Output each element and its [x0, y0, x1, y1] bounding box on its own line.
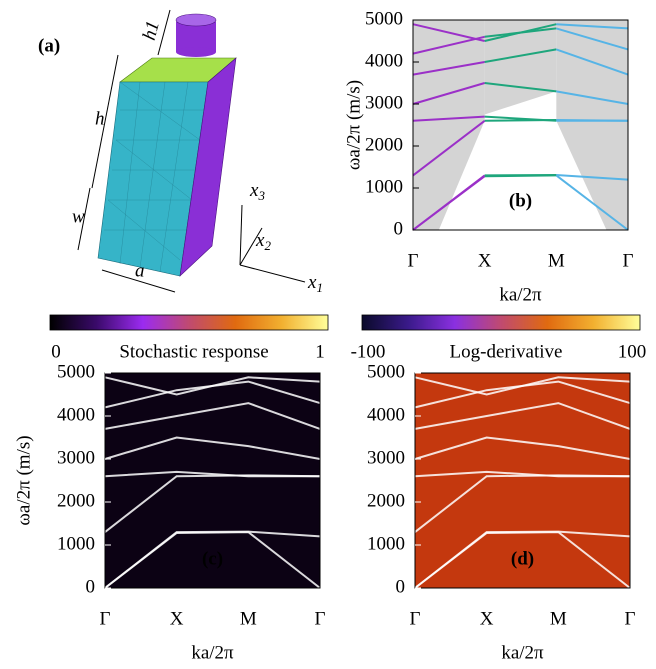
- x-tick-label: Γ: [408, 250, 419, 271]
- dimension-label: h: [95, 108, 105, 129]
- band-segment: [556, 173, 629, 181]
- plot-frame: [414, 372, 631, 589]
- band-segment: [412, 61, 485, 76]
- y-tick-label: 0: [394, 218, 404, 239]
- axis-label: x2: [255, 230, 271, 253]
- response-ridge: [104, 402, 321, 430]
- response-ridge: [104, 436, 321, 460]
- y-tick-label: 2000: [57, 490, 95, 511]
- band-segment: [412, 115, 485, 122]
- y-tick-label: 0: [86, 576, 96, 597]
- response-ridge: [414, 436, 631, 460]
- panel-label: (c): [202, 548, 223, 569]
- side-face: [179, 57, 237, 277]
- dimension-label: a: [135, 260, 145, 281]
- band-segment: [412, 23, 485, 42]
- x-axis-label: ka/2π: [499, 284, 542, 305]
- y-tick-label: 1000: [57, 533, 95, 554]
- mesh: [104, 81, 204, 273]
- y-tick-label: 5000: [365, 8, 403, 29]
- x-tick-label: Γ: [315, 608, 326, 629]
- band-segment: [484, 82, 557, 93]
- shaded-region: [413, 20, 485, 230]
- y-tick-label: 3000: [365, 92, 403, 113]
- y-tick-label: 4000: [365, 50, 403, 71]
- dimension-label: w: [72, 206, 85, 227]
- y-tick-label: 5000: [367, 361, 405, 382]
- x-axis-label: ka/2π: [191, 642, 234, 663]
- cylinder-top: [175, 13, 217, 27]
- band-segment: [484, 48, 557, 63]
- panel-label: (a): [38, 35, 60, 56]
- response-ridge: [414, 470, 630, 478]
- cylinder-base: [176, 47, 216, 57]
- x-tick-label: X: [478, 250, 492, 271]
- response-ridge: [414, 376, 631, 396]
- y-tick-label: 1000: [365, 176, 403, 197]
- y-tick-label: 1000: [367, 533, 405, 554]
- colorbar: [361, 314, 641, 331]
- band-segment: [556, 48, 629, 76]
- band-segment: [412, 82, 485, 105]
- band-segment: [556, 27, 629, 51]
- panel-label-box: [498, 189, 543, 215]
- response-ridge: [414, 530, 631, 589]
- y-tick-label: 4000: [367, 404, 405, 425]
- y-tick-label: 3000: [367, 447, 405, 468]
- chart: 0 1000 2000 3000 4000 5000 Γ X M Γka/2π ωa/2π (m/s…: [343, 8, 633, 305]
- y-tick-label: 3000: [57, 447, 95, 468]
- response-ridge: [104, 376, 321, 396]
- plot-frame: [104, 372, 321, 589]
- x-tick-label: Γ: [625, 608, 636, 629]
- band-segment: [412, 120, 486, 177]
- dimension-label: h1: [139, 19, 164, 43]
- panel-label: (d): [511, 548, 534, 569]
- band-segment: [556, 90, 629, 105]
- x-tick-label: Γ: [100, 608, 111, 629]
- y-axis-label: ωa/2π (m/s): [343, 80, 364, 170]
- panel-label: (b): [509, 190, 532, 211]
- x-tick-label: M: [548, 250, 565, 271]
- y-tick-label: 4000: [57, 404, 95, 425]
- plot-frame: [412, 19, 629, 231]
- x-tick-label: X: [480, 608, 494, 629]
- y-tick-label: 0: [396, 576, 406, 597]
- response-ridge: [104, 530, 321, 589]
- dimension-lines: [77, 9, 306, 293]
- band-segment: [556, 23, 629, 30]
- colorbar-label: Log-derivative: [450, 341, 563, 362]
- colorbar-tick-label: 100: [618, 341, 647, 362]
- y-tick-label: 2000: [365, 134, 403, 155]
- colorbar-tick-label: 1: [315, 341, 325, 362]
- band-segment: [412, 35, 485, 55]
- x-tick-label: Γ: [623, 250, 634, 271]
- colorbar-label: Stochastic response: [119, 341, 268, 362]
- axis-label: x3: [249, 180, 265, 203]
- x-tick-label: M: [550, 608, 567, 629]
- response-ridge: [104, 470, 320, 478]
- band-segment: [412, 174, 486, 231]
- chart: -100 100 Log-derivative 0 1000 2000 3000 4000 50…: [351, 314, 647, 663]
- x-tick-label: M: [240, 608, 257, 629]
- colorbar-tick-label: -100: [351, 341, 386, 362]
- colorbar: [49, 314, 329, 331]
- shaded-region: [484, 20, 557, 115]
- y-tick-label: 2000: [367, 490, 405, 511]
- band-segment: [484, 23, 557, 42]
- band-segment: [484, 115, 557, 122]
- y-axis-label: ωa/2π (m/s): [13, 435, 34, 525]
- axis-label: x1: [307, 272, 323, 295]
- response-ridge: [414, 402, 631, 430]
- chart: 0 1 Stochastic response 0 1000 2000 3000 4000 50…: [13, 314, 329, 663]
- x-axis-label: ka/2π: [501, 642, 544, 663]
- colorbar-tick-label: 0: [51, 341, 61, 362]
- band-segment: [555, 174, 629, 231]
- x-tick-label: X: [170, 608, 184, 629]
- panel-a: (a) h1 h w a x3 x2 x1: [38, 9, 323, 295]
- x-tick-label: Γ: [410, 608, 421, 629]
- y-tick-label: 5000: [57, 361, 95, 382]
